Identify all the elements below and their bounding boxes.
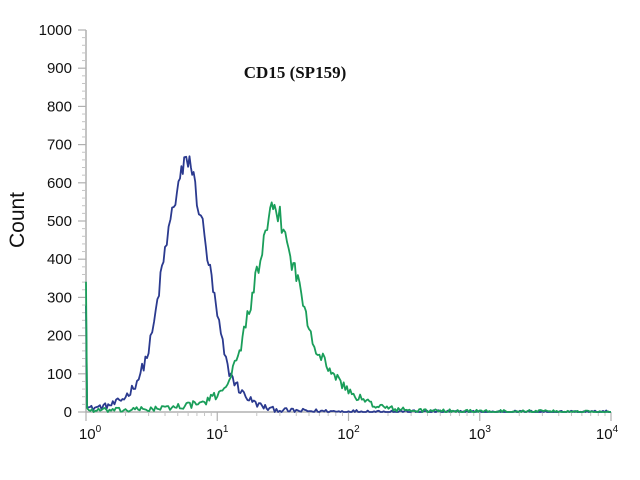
series-layer <box>85 155 611 413</box>
x-ticks: 100 101 102 103 104 <box>79 412 619 443</box>
chart-title: CD15 (SP159) <box>244 63 346 82</box>
y-axis-label: Count <box>6 192 29 248</box>
y-tick-label: 200 <box>47 328 72 345</box>
series-line-1 <box>85 155 611 413</box>
y-tick-label: 0 <box>64 404 72 421</box>
series-line-2 <box>85 201 611 413</box>
x-tick-label: 102 <box>337 424 360 443</box>
y-tick-label: 100 <box>47 366 72 383</box>
y-tick-label: 400 <box>47 251 72 268</box>
y-tick-label: 300 <box>47 289 72 306</box>
x-tick-label: 101 <box>206 424 229 443</box>
y-tick-label: 500 <box>47 213 72 230</box>
y-ticks: 0 100 200 300 400 500 600 700 800 900 1000 <box>39 22 86 421</box>
y-tick-label: 600 <box>47 175 72 192</box>
y-tick-label: 1000 <box>39 22 72 39</box>
axes <box>85 30 611 413</box>
x-tick-label: 104 <box>596 424 619 443</box>
y-tick-label: 900 <box>47 60 72 77</box>
x-tick-label: 100 <box>79 424 102 443</box>
y-tick-label: 700 <box>47 137 72 154</box>
x-tick-label: 103 <box>469 424 492 443</box>
y-tick-label: 800 <box>47 98 72 115</box>
